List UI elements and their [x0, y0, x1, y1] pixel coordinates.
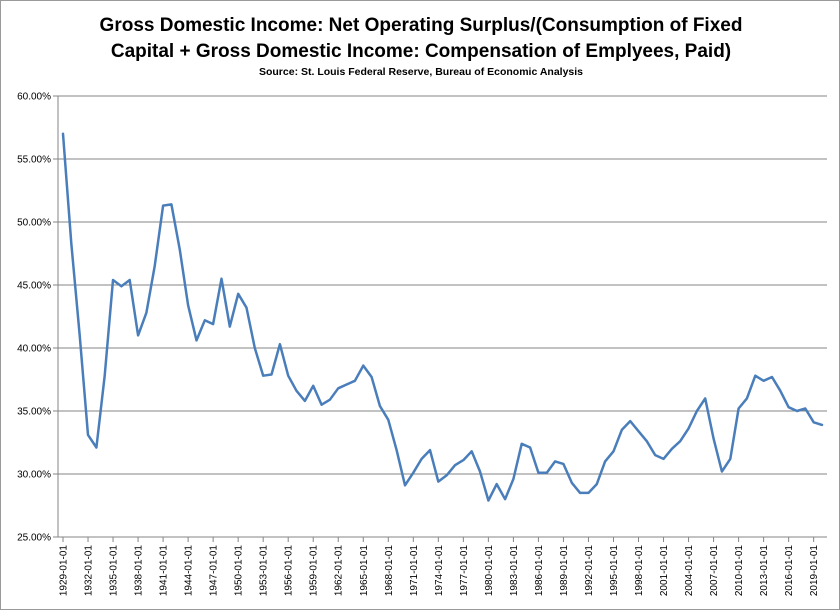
x-axis-tick-labels: 1929-01-01 1932-01-01 1935-01-01 1938-01-01… [59, 537, 820, 597]
x-tick-label: 1947-01-01 [209, 545, 220, 597]
series-line [61, 132, 824, 502]
x-tick-label: 1938-01-01 [134, 545, 145, 597]
x-tick-label: 1965-01-01 [359, 545, 370, 597]
x-tick-label: 1986-01-01 [534, 545, 545, 597]
x-tick-label: 1992-01-01 [584, 545, 595, 597]
x-tick-label: 2016-01-01 [784, 545, 795, 597]
x-tick-label: 2001-01-01 [659, 545, 670, 597]
x-tick-label: 1959-01-01 [309, 545, 320, 597]
x-tick-label: 2019-01-01 [809, 545, 820, 597]
y-axis-tick-labels: 25.00% 30.00% 35.00% 40.00% 45.00% 50.00% 55.0… [17, 92, 51, 544]
x-tick-label: 1929-01-01 [59, 545, 70, 597]
x-tick-label: 1962-01-01 [334, 545, 345, 597]
x-tick-label: 1953-01-01 [259, 545, 270, 597]
y-tick-label: 50.00% [17, 218, 51, 229]
x-tick-label: 1950-01-01 [234, 545, 245, 597]
x-tick-label: 1989-01-01 [559, 545, 570, 597]
x-tick-label: 2004-01-01 [684, 545, 695, 597]
x-tick-label: 1974-01-01 [434, 545, 445, 597]
x-tick-label: 2007-01-01 [709, 545, 720, 597]
y-tick-label: 55.00% [17, 155, 51, 166]
x-tick-label: 1971-01-01 [409, 545, 420, 597]
x-tick-label: 1935-01-01 [109, 545, 120, 597]
x-tick-label: 1998-01-01 [634, 545, 645, 597]
y-tick-label: 35.00% [17, 407, 51, 418]
chart-title-line-2: Capital + Gross Domestic Income: Compens… [111, 41, 731, 62]
x-tick-label: 2010-01-01 [734, 545, 745, 597]
x-tick-label: 1956-01-01 [284, 545, 295, 597]
x-tick-label: 1995-01-01 [609, 545, 620, 597]
y-tick-label: 40.00% [17, 344, 51, 355]
x-tick-label: 1932-01-01 [84, 545, 95, 597]
series-layer [61, 132, 824, 502]
x-tick-label: 1977-01-01 [459, 545, 470, 597]
axes [57, 96, 827, 538]
x-tick-label: 1980-01-01 [484, 545, 495, 597]
x-tick-label: 1944-01-01 [184, 545, 195, 597]
x-tick-label: 1941-01-01 [159, 545, 170, 597]
gridlines [53, 95, 827, 538]
chart-subtitle: Source: St. Louis Federal Reserve, Burea… [259, 66, 583, 78]
chart-title-line-1: Gross Domestic Income: Net Operating Sur… [100, 15, 743, 36]
y-tick-label: 60.00% [17, 92, 51, 103]
y-tick-label: 25.00% [17, 533, 51, 544]
x-tick-label: 1983-01-01 [509, 545, 520, 597]
x-tick-label: 2013-01-01 [759, 545, 770, 597]
x-tick-label: 1968-01-01 [384, 545, 395, 597]
y-tick-label: 45.00% [17, 281, 51, 292]
y-tick-label: 30.00% [17, 470, 51, 481]
